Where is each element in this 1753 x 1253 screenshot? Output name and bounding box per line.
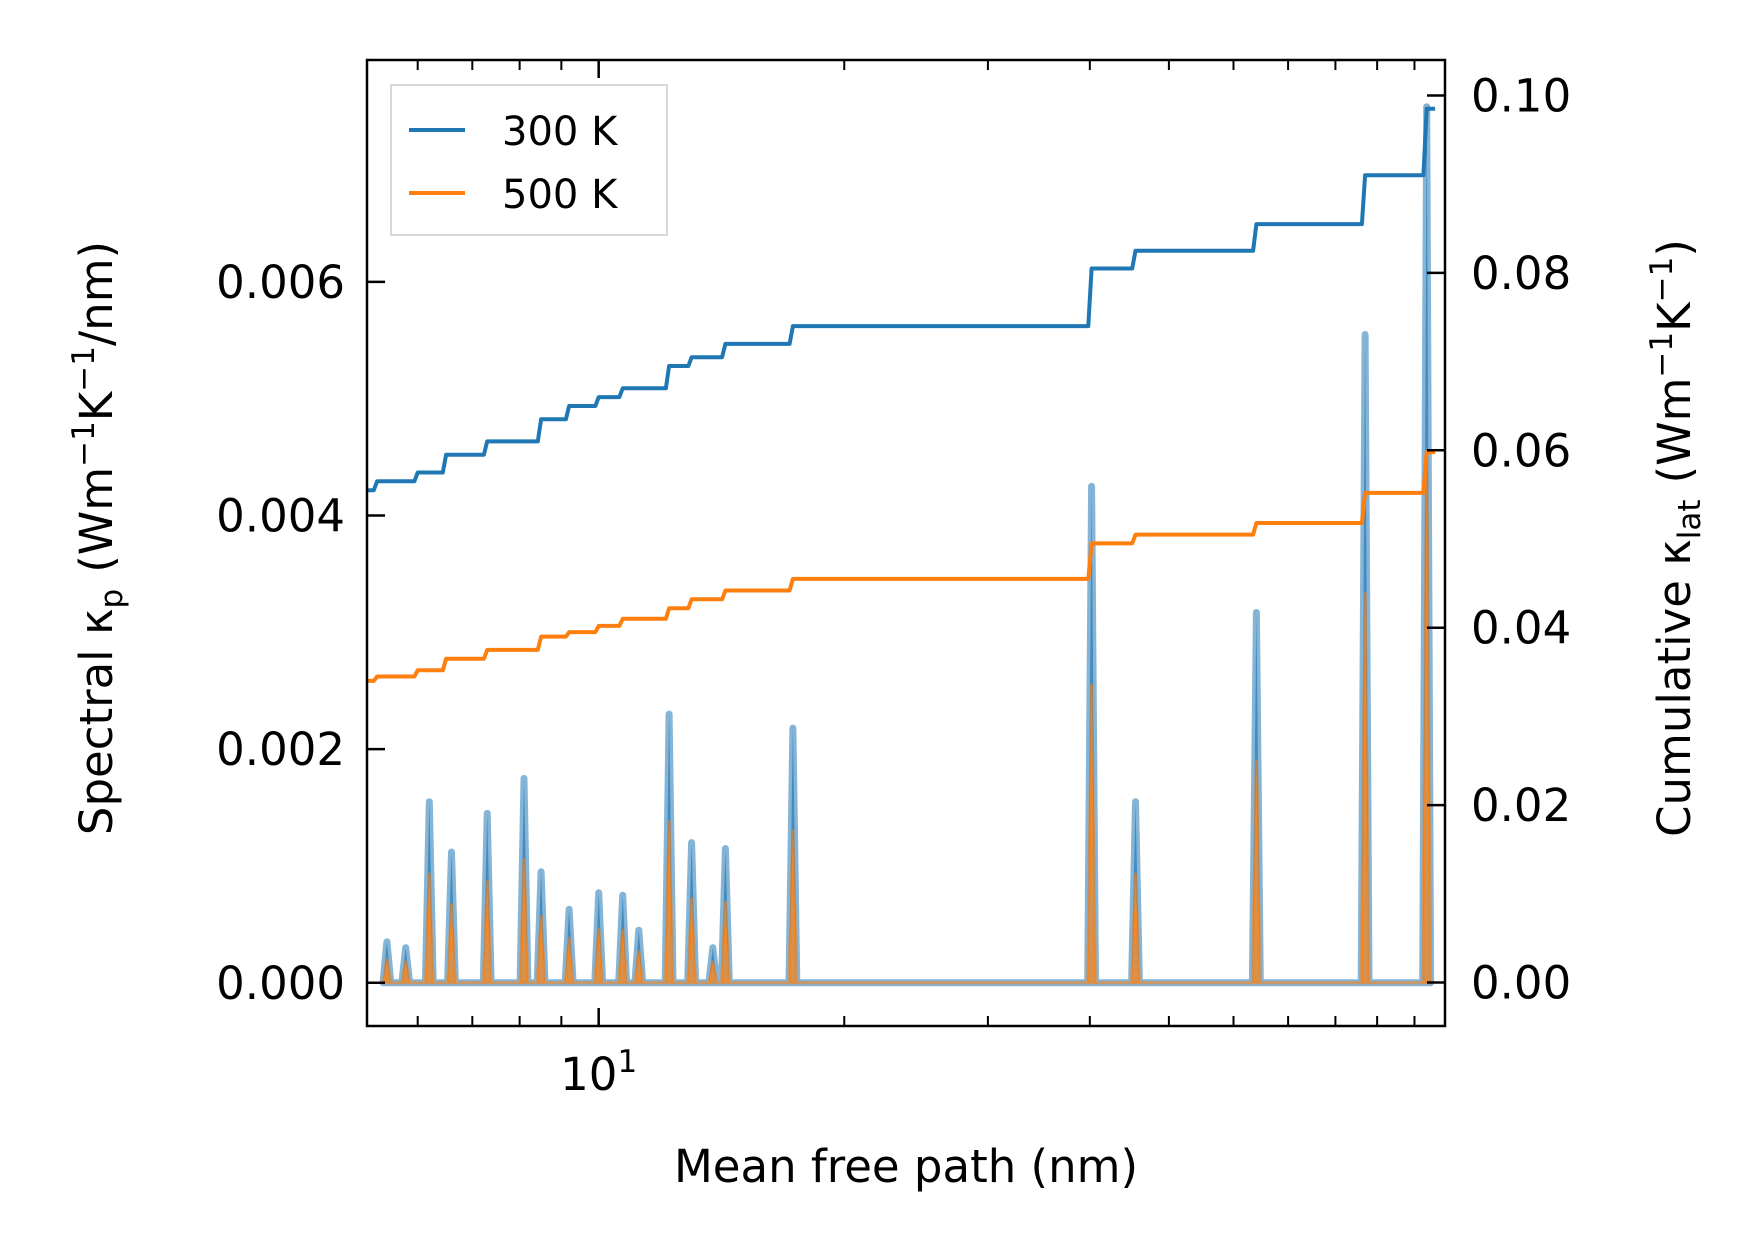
x-tick-label: 101 [560,1044,637,1101]
cumulative-line-500k [367,450,1436,683]
cumulative-layer [367,106,1436,683]
ticks-layer: 0.000 0.002 0.004 0.006 0.00 0.02 0.04 0.06 0.08… [216,60,1571,1026]
y-left-tick-label: 0.004 [216,490,345,543]
y-axis-label-left: Spectral κp(Wm−1K−1/nm) [66,241,130,835]
spectral-layer [379,103,1435,987]
y-right-tick-label: 0.02 [1471,779,1571,832]
plot-frame [365,58,1447,1028]
legend-label-500k: 500 K [502,172,619,218]
legend-box [390,84,668,236]
legend: 300 K 500 K [390,84,668,236]
y-left-tick-label: 0.002 [216,723,345,776]
cumulative-line-300k [367,106,1436,493]
y-right-tick-label: 0.08 [1471,247,1571,300]
y-right-tick-label: 0.10 [1471,69,1571,122]
y-right-tick-label: 0.04 [1471,602,1571,655]
y-left-tick-label: 0.006 [216,256,345,309]
legend-label-300k: 300 K [502,109,619,155]
y-left-tick-label: 0.000 [216,957,345,1010]
y-right-tick-label: 0.00 [1471,957,1571,1010]
x-axis-label: Mean free path (nm) [674,1140,1138,1193]
y-axis-label-right: Cumulative κlat(Wm−1K−1) [1644,239,1708,837]
y-right-tick-label: 0.06 [1471,424,1571,477]
spectral-area-500k [381,455,1433,985]
